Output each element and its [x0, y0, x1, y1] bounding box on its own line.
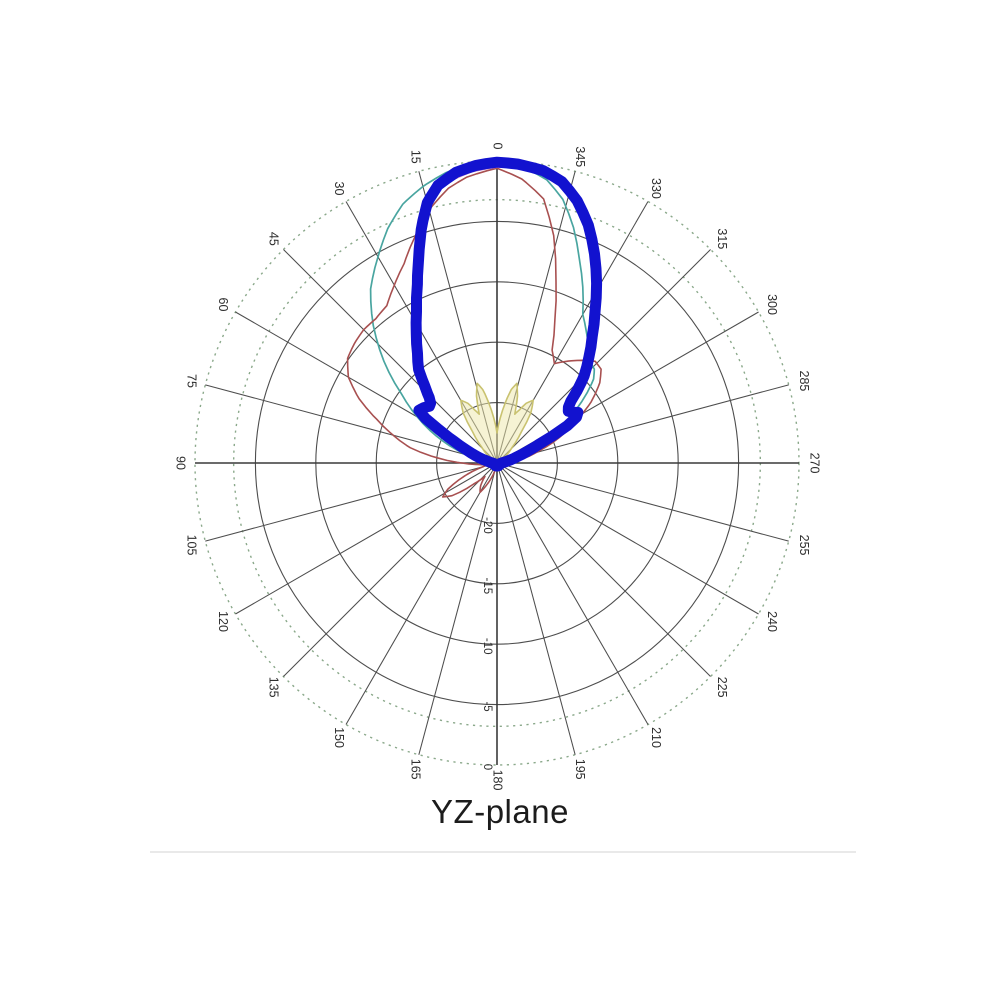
angle-label-135: 135	[267, 677, 281, 698]
angle-label-210: 210	[649, 727, 663, 748]
radial-label--15: -15	[481, 577, 493, 594]
radial-label--5: -5	[481, 701, 493, 711]
angle-label-285: 285	[797, 371, 811, 392]
spoke-150	[345, 462, 498, 725]
angle-label-345: 345	[573, 146, 587, 167]
angle-label-45: 45	[267, 232, 281, 246]
angle-label-105: 105	[185, 535, 199, 556]
spoke-120	[235, 462, 498, 615]
spoke-315	[496, 249, 711, 464]
spoke-135	[283, 462, 498, 677]
spoke-240	[496, 462, 759, 615]
plot-title: YZ-plane	[431, 793, 569, 830]
angle-label-180: 180	[491, 770, 505, 791]
spoke-210	[496, 462, 649, 725]
spoke-195	[496, 462, 576, 755]
angle-label-0: 0	[491, 143, 505, 150]
angle-label-255: 255	[797, 535, 811, 556]
angle-label-315: 315	[715, 228, 729, 249]
angle-label-165: 165	[409, 759, 423, 780]
spoke-225	[496, 462, 711, 677]
angle-label-240: 240	[765, 611, 779, 632]
spoke-255	[496, 462, 789, 542]
angle-label-225: 225	[715, 677, 729, 698]
angle-label-15: 15	[409, 150, 423, 164]
angle-label-150: 150	[332, 727, 346, 748]
radial-label-0: 0	[481, 764, 493, 770]
spoke-285	[496, 384, 789, 464]
spoke-75	[205, 384, 498, 464]
pattern-main-blue-curve	[410, 156, 603, 472]
angle-label-60: 60	[216, 298, 230, 312]
angle-label-120: 120	[216, 611, 230, 632]
spoke-105	[205, 462, 498, 542]
bottom-divider	[150, 851, 856, 853]
spoke-165	[418, 462, 498, 755]
spoke-45	[283, 249, 498, 464]
angle-label-90: 90	[174, 456, 188, 470]
angle-label-330: 330	[649, 178, 663, 199]
angle-label-75: 75	[185, 374, 199, 388]
angle-label-270: 270	[808, 453, 822, 474]
angle-label-30: 30	[332, 182, 346, 196]
radial-labels: -20 -15 -10 -5 0	[481, 517, 493, 770]
angle-labels: 0 15 30 45 60 75 90 105 120 135 150 165 180 195 210 225…	[174, 143, 822, 791]
angle-label-195: 195	[573, 759, 587, 780]
angle-label-300: 300	[765, 294, 779, 315]
radial-label--20: -20	[481, 517, 493, 534]
radial-label--10: -10	[481, 638, 493, 655]
